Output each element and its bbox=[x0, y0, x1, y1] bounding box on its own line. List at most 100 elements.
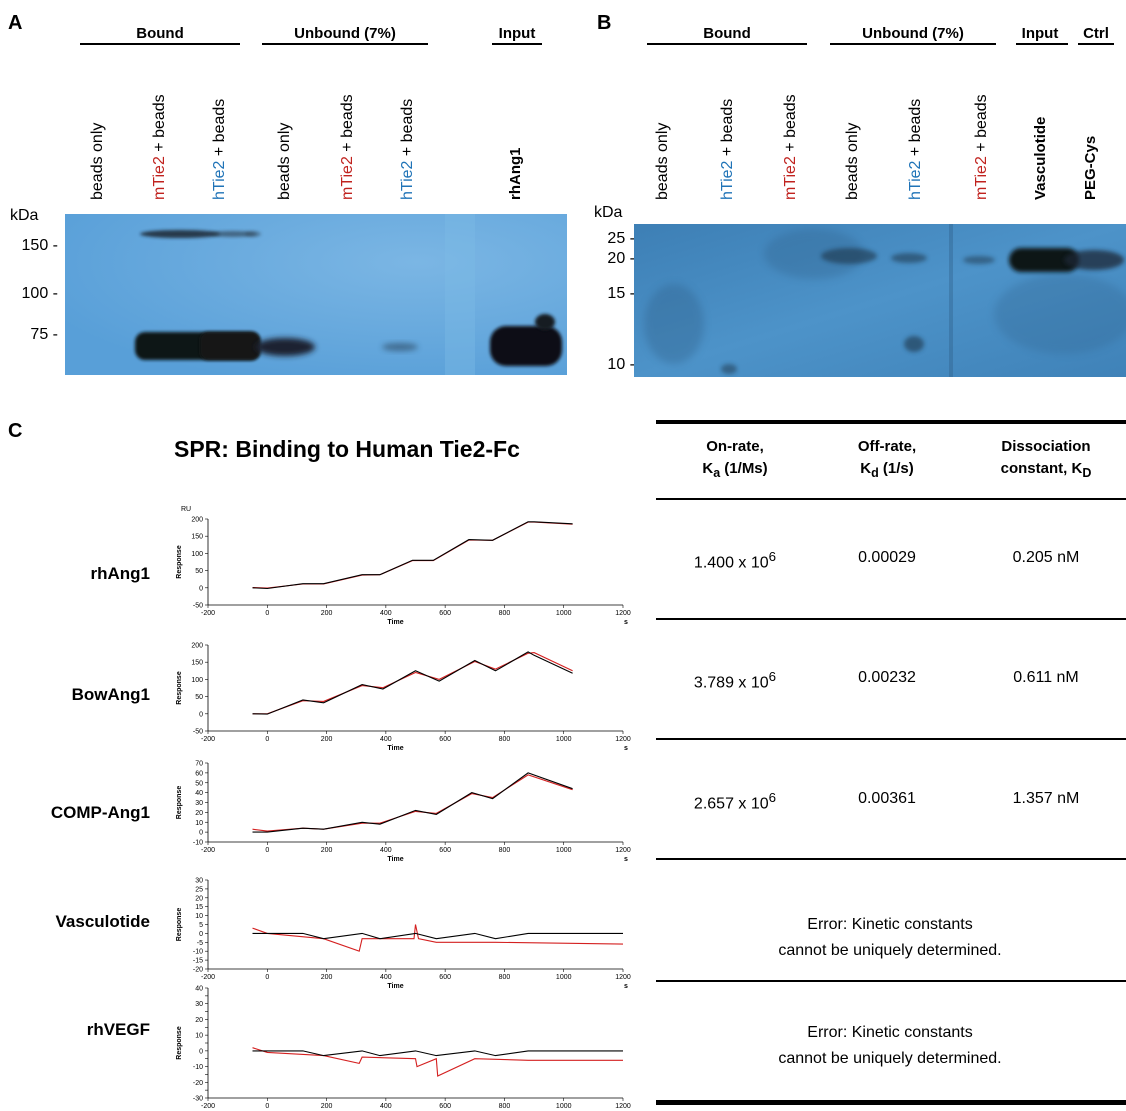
x-tick-label: 1200 bbox=[615, 847, 631, 854]
table-rule-top bbox=[656, 420, 1126, 424]
x-tick-label: -200 bbox=[201, 610, 215, 617]
y-axis-label: Response bbox=[176, 908, 183, 942]
lane-label: hTie2 + beads bbox=[907, 99, 925, 200]
y-tick-label: 0 bbox=[199, 830, 203, 837]
lane-label-part: + beads bbox=[973, 94, 990, 157]
x-tick-label: 600 bbox=[439, 974, 451, 981]
x-tick-label: 1000 bbox=[556, 974, 572, 981]
x-axis-unit: s bbox=[624, 856, 628, 863]
lane-label-part: mTie2 bbox=[782, 156, 799, 200]
y-unit-label: RU bbox=[181, 506, 191, 513]
y-tick-label: 50 bbox=[195, 780, 203, 787]
table-cell-kd: 0.205 nM bbox=[1012, 549, 1080, 566]
blot-b-bands bbox=[634, 224, 1126, 377]
lane-label-part: + beads bbox=[339, 94, 356, 157]
y-tick-label: 40 bbox=[195, 790, 203, 797]
group-label-bound: Bound bbox=[703, 25, 751, 42]
y-tick-label: -10 bbox=[193, 840, 203, 847]
western-blot-a bbox=[65, 214, 567, 375]
x-tick-label: 1200 bbox=[615, 610, 631, 617]
band bbox=[245, 231, 261, 237]
lane-label-part: Vasculotide bbox=[1032, 116, 1049, 200]
y-axis-label: Response bbox=[176, 671, 183, 705]
x-tick-label: 600 bbox=[439, 847, 451, 854]
x-tick-label: 800 bbox=[499, 847, 511, 854]
y-tick-label: 0 bbox=[199, 711, 203, 718]
y-tick-label: 200 bbox=[191, 517, 203, 524]
x-tick-label: 800 bbox=[499, 1103, 511, 1110]
mw-marker: 150 - bbox=[21, 237, 58, 254]
lane-label-part: rhAng1 bbox=[507, 147, 524, 201]
kda-label-a: kDa bbox=[10, 207, 39, 224]
table-rule-bottom bbox=[656, 1100, 1126, 1105]
table-error-message: Error: Kinetic constants cannot be uniqu… bbox=[778, 916, 1002, 959]
table-cell-on-rate: 1.400 x 106 bbox=[693, 549, 777, 572]
y-tick-label: 10 bbox=[195, 1033, 203, 1040]
x-tick-label: 400 bbox=[380, 974, 392, 981]
band bbox=[1064, 250, 1124, 270]
x-axis-unit: s bbox=[624, 983, 628, 990]
x-axis-unit: s bbox=[624, 619, 628, 626]
group-underline bbox=[647, 43, 807, 45]
lane-label-part: mTie2 bbox=[339, 156, 356, 200]
panel-letter-c: C bbox=[8, 420, 23, 442]
x-axis-unit: s bbox=[624, 745, 628, 752]
group-label-bound: Bound bbox=[136, 25, 184, 42]
table-rule bbox=[656, 618, 1126, 620]
group-underline bbox=[830, 43, 996, 45]
lane-label-part: PEG-Cys bbox=[1082, 135, 1099, 200]
table-rule-header bbox=[656, 498, 1126, 500]
x-tick-label: 400 bbox=[380, 1103, 392, 1110]
x-tick-label: 200 bbox=[321, 736, 333, 743]
x-tick-label: 800 bbox=[499, 974, 511, 981]
sensorgram-series bbox=[252, 1047, 623, 1077]
x-tick-label: 200 bbox=[321, 610, 333, 617]
y-tick-label: 50 bbox=[195, 568, 203, 575]
y-axis-label: Response bbox=[176, 786, 183, 820]
x-axis-label: Time bbox=[387, 983, 403, 990]
y-tick-label: -5 bbox=[197, 940, 203, 947]
lane-label-part: + beads bbox=[211, 98, 228, 161]
mw-marker: 100 - bbox=[21, 285, 58, 302]
sample-label: rhAng1 bbox=[90, 564, 151, 583]
sensorgram-chart: -50 0 50 100 150 200 -200 0 200 400 600 800 1000 1200… bbox=[176, 643, 631, 753]
mw-marker: 75 - bbox=[30, 326, 58, 343]
group-label-unbound: Unbound (7%) bbox=[862, 25, 964, 42]
x-tick-label: -200 bbox=[201, 1103, 215, 1110]
lane-label-part: + beads bbox=[782, 94, 799, 157]
table-cell-off-rate: 0.00232 bbox=[858, 669, 916, 686]
y-tick-label: -30 bbox=[193, 1096, 203, 1103]
mw-marker: 15 - bbox=[607, 285, 635, 302]
lane-label-part: hTie2 bbox=[211, 160, 228, 200]
lane-label: hTie2 + beads bbox=[399, 99, 417, 200]
blot-a-bands bbox=[65, 214, 567, 375]
band bbox=[382, 343, 418, 351]
y-tick-label: -10 bbox=[193, 949, 203, 956]
y-tick-label: -15 bbox=[193, 958, 203, 965]
group-label-input: Input bbox=[1021, 25, 1059, 42]
x-axis-label: Time bbox=[387, 619, 403, 626]
table-rule bbox=[656, 980, 1126, 982]
band bbox=[200, 332, 260, 360]
x-tick-label: 0 bbox=[265, 847, 269, 854]
band bbox=[721, 364, 737, 374]
sensorgram-series bbox=[252, 521, 573, 590]
sensorgram-series bbox=[252, 774, 573, 832]
y-tick-label: 70 bbox=[195, 761, 203, 768]
lane-label: mTie2 + beads bbox=[151, 94, 169, 200]
lane-label-part: beads only bbox=[654, 122, 671, 200]
y-tick-label: 10 bbox=[195, 913, 203, 920]
table-cell-off-rate: 0.00029 bbox=[858, 549, 916, 566]
x-axis-label: Time bbox=[387, 856, 403, 863]
y-tick-label: 100 bbox=[191, 551, 203, 558]
sample-label: rhVEGF bbox=[86, 1020, 150, 1039]
y-tick-label: -50 bbox=[193, 729, 203, 736]
table-cell-on-rate: 3.789 x 106 bbox=[693, 669, 777, 692]
group-underline bbox=[80, 43, 240, 45]
sensorgram-series bbox=[252, 651, 573, 715]
sensorgram-series bbox=[252, 772, 573, 833]
y-tick-label: 10 bbox=[195, 820, 203, 827]
lane-label-part: hTie2 bbox=[907, 160, 924, 200]
